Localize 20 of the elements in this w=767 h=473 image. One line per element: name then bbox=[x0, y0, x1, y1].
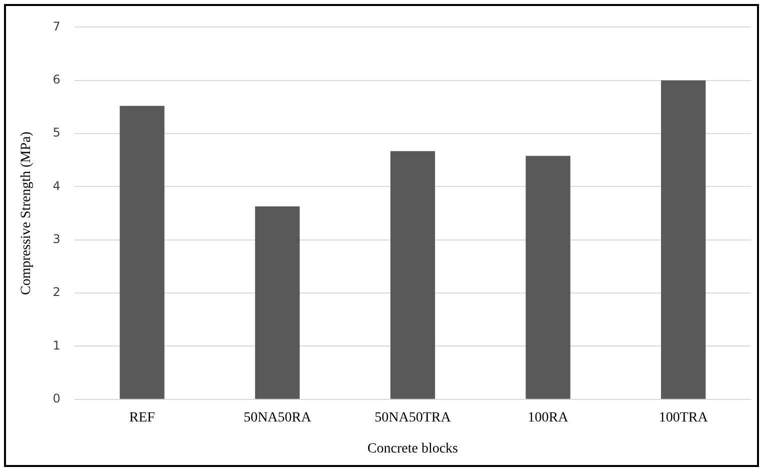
x-tick-label: REF bbox=[129, 410, 156, 426]
y-tick-label: 0 bbox=[52, 392, 60, 406]
bar bbox=[255, 206, 300, 399]
bar bbox=[390, 151, 436, 399]
y-tick-label: 2 bbox=[52, 285, 60, 300]
y-tick-label: 7 bbox=[52, 19, 60, 34]
y-tick-label: 3 bbox=[52, 232, 60, 246]
x-axis-title: Concrete blocks bbox=[367, 441, 458, 456]
bar bbox=[526, 156, 570, 399]
y-tick-label: 4 bbox=[52, 178, 60, 193]
y-tick-label: 6 bbox=[52, 72, 60, 86]
x-tick-label: 100RA bbox=[528, 410, 570, 426]
bar bbox=[120, 106, 164, 399]
x-tick-label: 50NA50RA bbox=[244, 410, 312, 426]
y-axis-title: Compressive Strength (MPa) bbox=[19, 131, 34, 295]
y-tick-label: 5 bbox=[52, 126, 60, 140]
y-tick-label: 1 bbox=[52, 338, 60, 352]
bar bbox=[661, 80, 706, 399]
x-tick-label: 50NA50TRA bbox=[374, 410, 452, 426]
x-tick-label: 100TRA bbox=[658, 410, 709, 426]
